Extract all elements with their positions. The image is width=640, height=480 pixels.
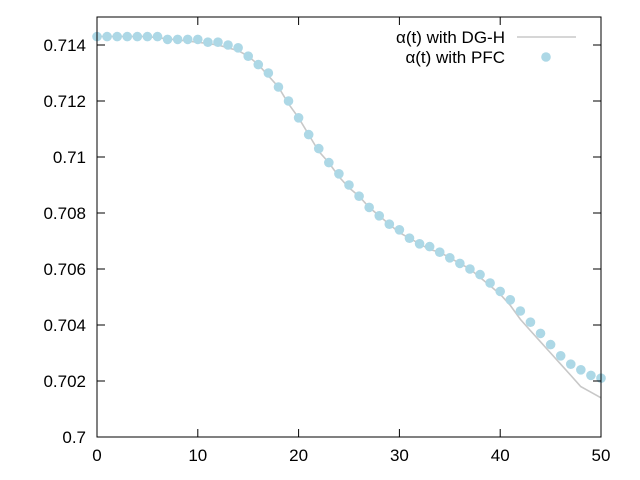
series-point-pfc (152, 31, 163, 42)
series-point-pfc (525, 317, 536, 328)
series-point-pfc (253, 59, 264, 70)
y-tick-label: 0.7 (62, 428, 86, 447)
series-point-pfc (364, 202, 374, 213)
series-point-pfc (505, 295, 516, 305)
series-point-pfc (414, 239, 425, 249)
axes-layer: 0 10 20 30 40 50 0.7 0.702 0.704 0.706 0.708 0.71 0.… (43, 17, 610, 465)
series-point-pfc (213, 37, 223, 47)
series-point-pfc (283, 96, 294, 106)
series-point-pfc (324, 157, 334, 168)
series-point-pfc (263, 68, 274, 78)
y-tick-label: 0.708 (43, 204, 86, 223)
legend: α(t) with DG-Hα(t) with PFC (396, 28, 576, 67)
series-point-pfc (233, 43, 243, 53)
series-point-pfc (243, 51, 253, 61)
series-point-pfc (132, 31, 143, 42)
series-point-pfc (465, 264, 475, 274)
series-point-pfc (384, 219, 395, 229)
series-point-pfc (545, 339, 556, 350)
series-point-pfc (182, 34, 193, 45)
series-point-pfc (565, 359, 576, 370)
series-point-pfc (172, 34, 183, 45)
series-point-pfc (495, 286, 506, 297)
y-tick-label: 0.706 (43, 260, 86, 279)
plot-frame (96, 16, 602, 438)
series-point-pfc (293, 113, 304, 123)
series-point-pfc (445, 252, 455, 263)
series-point-pfc (434, 247, 445, 257)
series-point-pfc (203, 37, 213, 47)
series-layer (92, 31, 606, 399)
series-point-pfc (535, 328, 546, 339)
series-point-pfc (424, 241, 435, 252)
x-tick-label: 0 (92, 446, 101, 465)
y-tick-label: 0.702 (43, 372, 86, 391)
series-point-pfc (102, 31, 112, 42)
x-tick-label: 40 (491, 446, 510, 465)
legend-label: α(t) with PFC (405, 48, 505, 67)
y-tick-label: 0.714 (43, 36, 86, 55)
series-point-pfc (515, 306, 526, 316)
y-tick-label: 0.712 (43, 92, 86, 111)
series-point-pfc (162, 34, 173, 45)
series-point-pfc (475, 269, 485, 280)
series-point-pfc (374, 211, 385, 221)
series-point-pfc (142, 31, 153, 42)
series-point-pfc (404, 233, 415, 243)
series-point-pfc (313, 143, 324, 154)
y-tick-label: 0.71 (53, 148, 86, 167)
series-point-pfc (455, 258, 465, 269)
legend-label: α(t) with DG-H (396, 28, 505, 47)
series-point-pfc (273, 82, 284, 92)
x-tick-label: 50 (592, 446, 611, 465)
legend-marker-swatch (541, 52, 551, 62)
x-tick-label: 20 (289, 446, 308, 465)
series-point-pfc (586, 370, 596, 381)
series-point-pfc (394, 225, 405, 235)
y-tick-label: 0.704 (43, 316, 86, 335)
series-point-pfc (576, 365, 586, 375)
series-point-pfc (223, 40, 233, 50)
series-point-pfc (344, 180, 354, 190)
series-point-pfc (193, 34, 203, 45)
series-point-pfc (122, 31, 133, 42)
series-point-pfc (303, 129, 314, 140)
x-tick-label: 10 (188, 446, 207, 465)
series-point-pfc (334, 169, 344, 179)
series-point-pfc (354, 191, 364, 201)
series-point-pfc (555, 351, 566, 361)
x-tick-label: 30 (390, 446, 409, 465)
series-point-pfc (112, 31, 122, 42)
series-line-dg-h (97, 35, 602, 399)
series-point-pfc (485, 278, 495, 288)
